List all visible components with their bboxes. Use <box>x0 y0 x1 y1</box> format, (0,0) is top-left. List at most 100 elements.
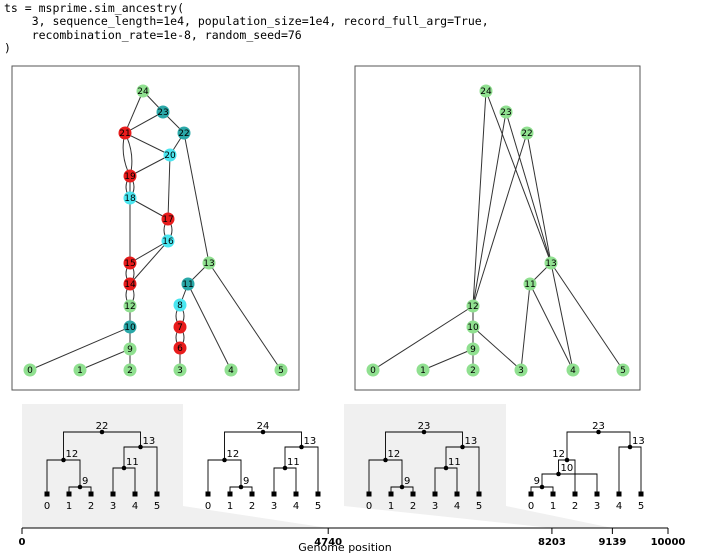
arg-node-label: 14 <box>124 280 136 290</box>
arg-node: 21 <box>118 126 132 140</box>
arg-node-circle <box>523 277 537 291</box>
tree-leaf-label: 4 <box>293 501 299 512</box>
tree-leaf <box>638 491 644 497</box>
tree-edge <box>273 467 285 494</box>
tree-edge <box>124 467 136 494</box>
tree-edge <box>630 446 642 494</box>
arg-node-circle <box>566 363 580 377</box>
full-arg-panel <box>11 65 300 391</box>
arg-node-circle <box>544 256 558 270</box>
code-line: ) <box>4 41 11 56</box>
tree-node-label: 12 <box>66 449 79 460</box>
tree-leaf-label: 2 <box>410 501 416 512</box>
tree-edge <box>462 446 480 494</box>
tree-node <box>443 465 449 471</box>
arg-node-circle <box>123 256 137 270</box>
tree-leaf-label: 3 <box>271 501 277 512</box>
arg-node-label: 9 <box>470 345 476 355</box>
arg-edge <box>122 132 131 177</box>
tree-node <box>299 444 304 450</box>
tree-leaf-label: 4 <box>616 501 622 512</box>
arg-node: 6 <box>173 341 187 355</box>
tree-node <box>421 429 427 435</box>
tree-leaf-label: 5 <box>638 501 644 512</box>
arg-node-label: 21 <box>119 129 130 139</box>
tree-leaf-label: 4 <box>454 501 460 512</box>
arg-node-circle <box>173 363 187 377</box>
tree-edge <box>424 431 463 447</box>
arg-node-circle <box>466 299 480 313</box>
arg-node: 9 <box>123 342 137 356</box>
tree-node-label: 11 <box>448 457 461 468</box>
arg-node-label: 23 <box>500 108 511 118</box>
tree-node-label: 12 <box>388 449 401 460</box>
tree-edge <box>567 459 576 494</box>
arg-edge <box>550 262 624 371</box>
arg-node-circle <box>202 256 216 270</box>
arg-node-circle <box>173 298 187 312</box>
arg-node-circle <box>224 363 238 377</box>
full-arg-edges <box>29 90 282 371</box>
arg-edge <box>472 132 528 307</box>
arg-node-label: 19 <box>124 172 136 182</box>
arg-node: 14 <box>123 277 137 291</box>
arg-node-label: 22 <box>178 129 189 139</box>
tree-node-label: 13 <box>304 436 317 447</box>
tree-node <box>564 457 570 463</box>
tree-leaf-label: 0 <box>205 501 211 512</box>
axis-tick-label: 8203 <box>538 537 566 548</box>
tree-leaf <box>454 491 460 497</box>
arg-node-label: 13 <box>203 259 214 269</box>
tree-edge <box>123 446 141 468</box>
tree-leaf-label: 5 <box>315 501 321 512</box>
arg-node: 3 <box>173 363 187 377</box>
arg-edge <box>422 348 474 371</box>
tree-node-label: 11 <box>126 457 139 468</box>
tree-leaf-label: 1 <box>227 501 233 512</box>
arg-node-label: 16 <box>162 237 174 247</box>
tree-node-label: 13 <box>143 436 156 447</box>
tree-leaf <box>572 491 578 497</box>
tree-leaf-label: 1 <box>66 501 72 512</box>
genome-axis: 0 4740 8203 9139 10000 Genome position <box>19 527 685 554</box>
tree-node-label: 9 <box>243 476 249 487</box>
tree-node-label: 12 <box>227 449 240 460</box>
arg-node-circle <box>163 148 177 162</box>
arg-node: 23 <box>499 105 513 119</box>
arg-node: 12 <box>466 299 480 313</box>
tree-node <box>556 471 561 477</box>
arg-node-circle <box>274 363 288 377</box>
arg-node: 1 <box>416 363 430 377</box>
arg-node: 7 <box>173 320 187 334</box>
arg-node-circle <box>123 320 137 334</box>
tree-node <box>460 444 465 450</box>
arg-node: 2 <box>466 363 480 377</box>
arg-node-circle <box>123 277 137 291</box>
arg-node-circle <box>136 84 150 98</box>
arg-node-circle <box>123 191 137 205</box>
arg-node: 3 <box>514 363 528 377</box>
arg-node: 16 <box>161 234 175 248</box>
tree-leaf <box>88 491 94 497</box>
arg-node: 19 <box>123 169 137 183</box>
arg-node-circle <box>466 363 480 377</box>
tree-node <box>222 457 227 463</box>
tree-leaf-label: 1 <box>550 501 556 512</box>
arg-node-circle <box>156 105 170 119</box>
arg-node-circle <box>118 126 132 140</box>
tree-edge <box>301 446 319 494</box>
arg-node-label: 15 <box>124 259 135 269</box>
tree-node-label: 22 <box>96 421 109 432</box>
arg-node: 18 <box>123 191 137 205</box>
tree-node-label: 24 <box>257 421 270 432</box>
arg-edge <box>529 283 574 371</box>
tree-leaf-label: 5 <box>476 501 482 512</box>
arg-node-label: 11 <box>524 280 535 290</box>
arg-node-circle <box>177 126 191 140</box>
arg-node: 20 <box>163 148 177 162</box>
